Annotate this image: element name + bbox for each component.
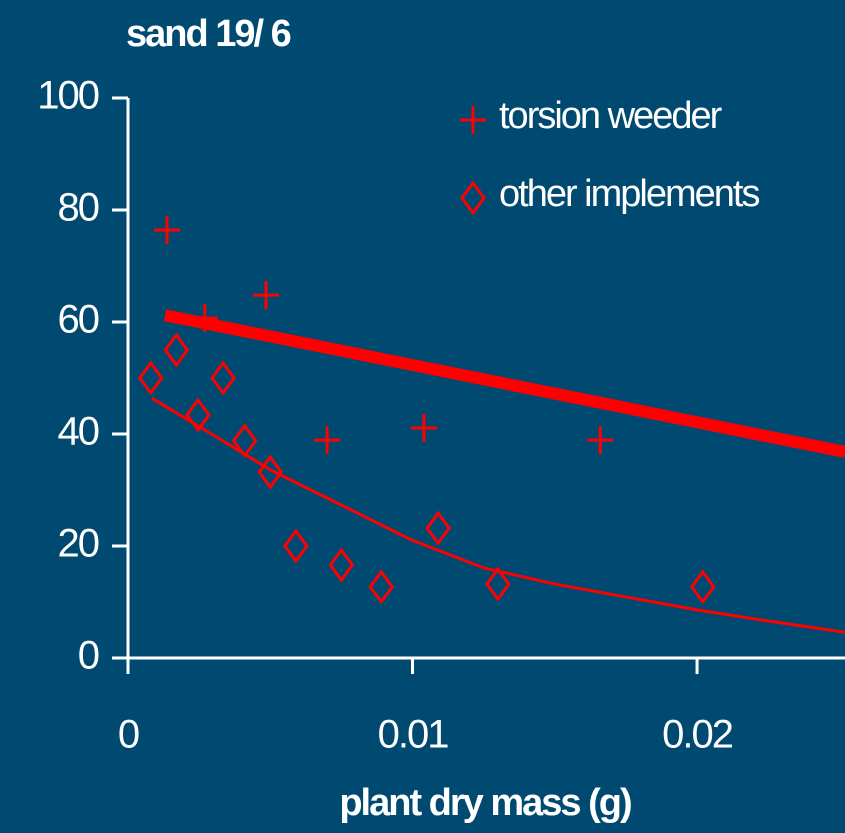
diamond-marker xyxy=(163,332,190,368)
x-tick-label: 0.02 xyxy=(662,713,733,757)
diamond-marker xyxy=(257,454,284,490)
legend-marker xyxy=(460,180,486,216)
x-tick-label: 0 xyxy=(118,713,139,757)
fit-line xyxy=(151,396,845,634)
diamond-marker xyxy=(185,397,211,433)
plus-marker xyxy=(587,426,614,455)
diamond-marker xyxy=(210,360,236,396)
diamond-marker xyxy=(368,569,395,605)
plus-marker xyxy=(153,216,180,245)
legend-marker xyxy=(460,106,486,134)
diamond-marker xyxy=(137,360,164,396)
y-tick-label: 60 xyxy=(58,298,99,342)
plus-marker xyxy=(314,426,341,455)
y-tick-label: 40 xyxy=(58,410,99,454)
diamond-marker xyxy=(425,510,451,546)
plus-marker xyxy=(252,281,279,310)
y-tick-label: 100 xyxy=(37,74,98,118)
legend-label: torsion weeder xyxy=(499,95,723,137)
diamond-marker xyxy=(689,569,716,605)
y-tick-label: 80 xyxy=(58,186,99,230)
diamond-marker xyxy=(283,528,309,564)
plus-marker xyxy=(191,304,218,333)
diamond-marker xyxy=(485,566,511,602)
x-axis-label: plant dry mass (g) xyxy=(339,782,631,824)
legend-label: other implements xyxy=(499,173,759,215)
diamond-marker xyxy=(231,423,258,459)
plus-marker xyxy=(410,413,437,442)
fit-line xyxy=(163,309,845,458)
y-tick-label: 20 xyxy=(58,522,99,566)
diamond-marker xyxy=(328,547,355,583)
x-tick-label: 0.01 xyxy=(378,713,449,757)
y-tick-label: 0 xyxy=(78,634,99,678)
chart-title: sand 19/ 6 xyxy=(126,13,291,55)
